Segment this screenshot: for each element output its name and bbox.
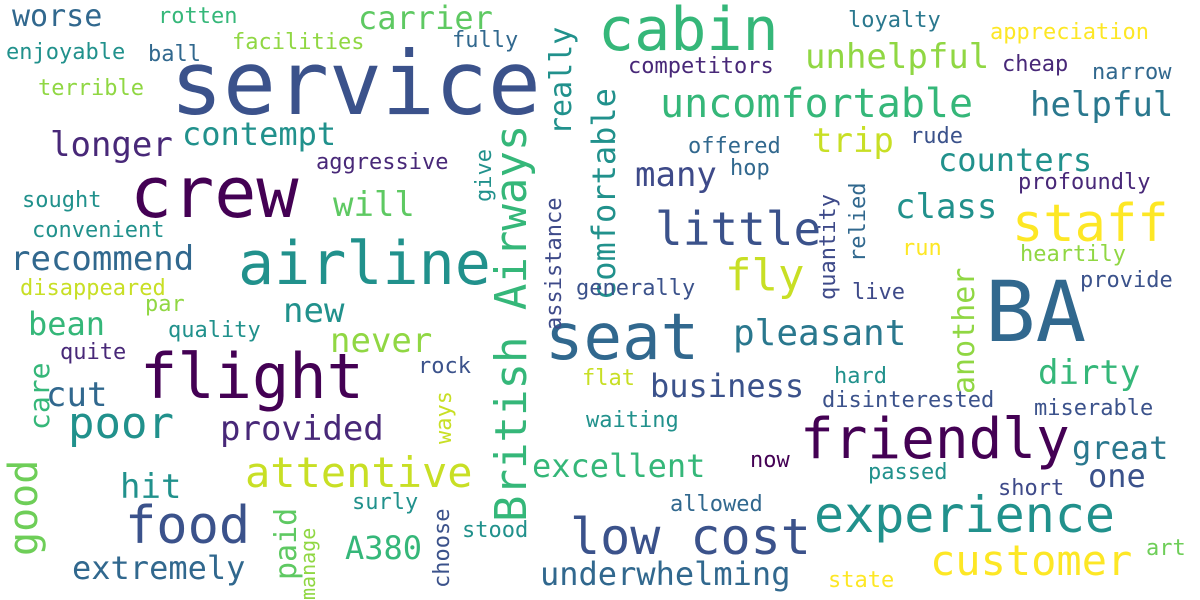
word-cut: cut [46,375,108,415]
word-surly: surly [352,490,419,515]
word-poor: poor [68,398,174,449]
word-hit: hit [120,467,182,507]
word-customer: customer [930,536,1133,585]
word-fully: fully [452,28,519,53]
word-attentive: attentive [245,448,473,497]
word-generally: generally [576,276,696,301]
word-state: state [828,568,895,593]
word-allowed: allowed [670,492,763,517]
word-cabin: cabin [598,0,779,65]
word-rude: rude [910,124,963,149]
word-extremely: extremely [72,549,246,587]
word-ba: BA [985,263,1087,361]
word-live: live [852,280,905,305]
word-miserable: miserable [1034,396,1154,421]
word-another: another [947,267,982,394]
word-friendly: friendly [800,407,1070,472]
word-enjoyable: enjoyable [6,40,126,65]
word-great: great [1072,429,1169,467]
word-disappeared: disappeared [20,276,166,301]
word-low-cost: low cost [570,508,811,566]
word-disinterested: disinterested [822,388,995,413]
word-provide: provide [1080,268,1173,293]
word-fly: fly [725,250,805,301]
word-quite: quite [60,340,127,365]
word-crew: crew [130,152,299,234]
word-hard: hard [834,364,887,389]
word-short: short [998,476,1065,501]
word-contempt: contempt [182,115,337,153]
word-food: food [125,496,251,556]
word-business: business [650,367,805,405]
word-rotten: rotten [158,4,238,29]
word-manage: manage [296,527,320,600]
word-many: many [635,155,717,195]
word-longer: longer [50,125,173,165]
word-ball: ball [148,42,201,67]
word-dirty: dirty [1038,353,1141,393]
word-recommend: recommend [10,239,195,279]
word-class: class [895,187,998,227]
word-will: will [333,185,415,225]
word-profoundly: profoundly [1018,170,1151,195]
word-care: care [23,362,56,430]
word-a380: A380 [345,529,423,567]
word-pleasant: pleasant [733,313,907,354]
word-assistance: assistance [542,197,567,330]
word-waiting: waiting [586,408,679,433]
word-art: art [1146,536,1186,561]
word-aggressive: aggressive [316,150,449,175]
word-run: run [902,236,942,261]
word-underwhelming: underwhelming [540,555,791,593]
word-uncomfortable: uncomfortable [660,81,974,127]
word-give: give [472,149,497,202]
word-one: one [1088,457,1146,495]
word-never: never [330,321,433,361]
word-flight: flight [140,340,364,413]
word-unhelpful: unhelpful [805,37,990,77]
word-ways: ways [432,391,457,444]
word-competitors: competitors [628,54,774,79]
word-quantity: quantity [816,194,841,300]
word-helpful: helpful [1030,85,1174,125]
word-provided: provided [220,409,384,449]
word-cheap: cheap [1002,52,1069,77]
word-worse: worse [12,0,103,34]
word-flat: flat [582,366,635,391]
word-experience: experience [814,486,1116,544]
word-loyalty: loyalty [848,8,941,33]
word-seat: seat [545,301,700,375]
word-good: good [1,459,47,556]
word-relied: relied [846,182,871,262]
word-heartily: heartily [1020,242,1126,267]
word-appreciation: appreciation [990,20,1149,45]
word-now: now [750,448,790,473]
word-offered: offered [688,134,781,159]
word-staff: staff [1012,194,1169,254]
word-convenient: convenient [32,218,165,243]
word-excellent: excellent [532,447,706,485]
word-service: service [170,32,541,135]
word-par: par [145,292,185,317]
word-rock: rock [418,354,471,379]
word-hop: hop [730,156,770,181]
word-airline: airline [238,229,491,299]
word-facilities: facilities [232,30,365,55]
word-narrow: narrow [1092,60,1172,85]
word-quality: quality [168,318,261,343]
word-counters: counters [938,141,1093,179]
word-little: little [655,202,822,256]
word-sought: sought [22,188,102,213]
word-terrible: terrible [38,76,144,101]
word-passed: passed [868,460,948,485]
word-comfortable: comfortable [585,88,623,300]
word-new: new [283,291,345,331]
word-bean: bean [28,305,106,343]
word-really: really [544,26,579,135]
word-choose: choose [430,508,455,588]
word-carrier: carrier [358,0,493,37]
word-trip: trip [812,121,894,161]
word-stood: stood [462,518,529,543]
